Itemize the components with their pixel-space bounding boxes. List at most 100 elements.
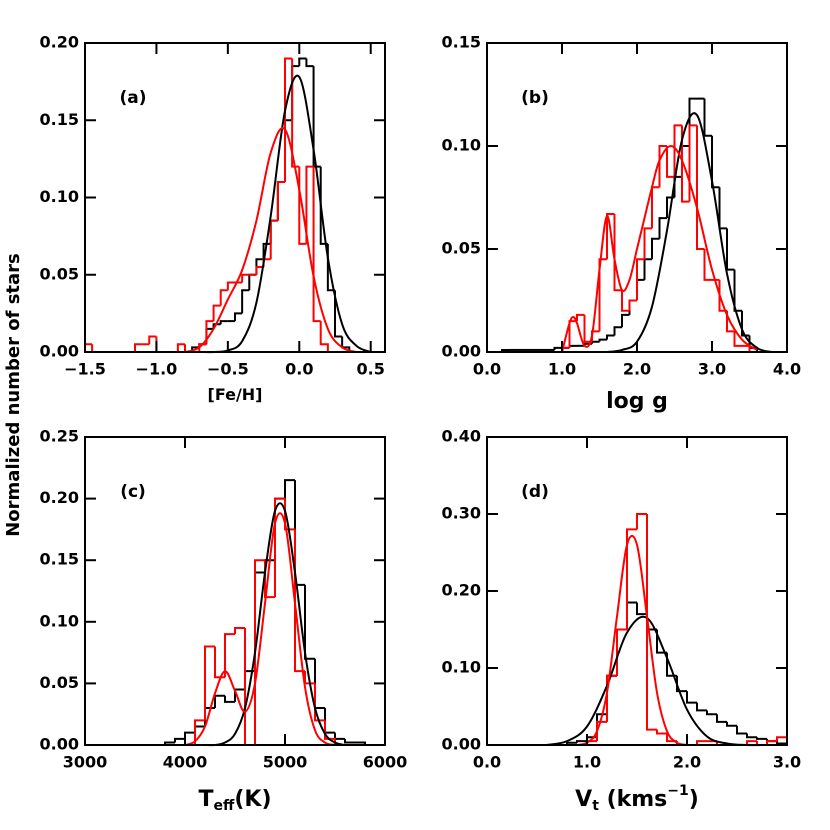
x-axis-label-part: t: [592, 798, 599, 814]
histogram-bin: [204, 645, 215, 721]
histogram-bin: [134, 343, 143, 352]
histogram-bin: [636, 513, 647, 530]
histogram-bin: [606, 212, 615, 260]
fit-curve: [184, 127, 357, 353]
histogram-bin: [224, 633, 235, 678]
plot-frame: [84, 436, 386, 746]
y-tick-label: 0.10: [442, 136, 481, 155]
histogram-bin: [628, 299, 637, 311]
y-tick-label: 0.10: [40, 611, 79, 630]
histogram-bin: [224, 695, 235, 703]
panel-label: (b): [521, 88, 549, 108]
y-tick-label: 0.15: [40, 550, 79, 569]
x-tick-label: −1.5: [64, 360, 106, 379]
x-tick-label: 4.0: [773, 360, 801, 379]
fit-curve: [204, 502, 346, 747]
histogram-bin: [241, 289, 250, 314]
fit-curve: [546, 615, 768, 747]
x-tick-label: 5000: [263, 753, 308, 772]
panel-label: (c): [120, 482, 146, 502]
histogram-bin: [766, 740, 777, 745]
histogram-bin: [681, 125, 690, 203]
histogram-bin: [212, 304, 221, 322]
histogram-bin: [703, 98, 712, 137]
histogram-bin: [666, 146, 675, 178]
histogram-bin: [148, 335, 157, 345]
x-tick-label: 3.0: [698, 360, 726, 379]
y-tick-label: 0.40: [442, 427, 481, 446]
x-tick-label: 1.0: [548, 360, 576, 379]
histogram-bin: [576, 313, 585, 322]
histogram-bin: [284, 57, 293, 183]
histogram-bin: [696, 740, 707, 745]
histogram-bin: [344, 738, 355, 744]
x-tick-label: 6000: [363, 753, 408, 772]
histogram-bin: [658, 217, 667, 239]
histogram-bin: [276, 181, 285, 221]
histogram-bin: [736, 725, 747, 735]
x-tick-label: 1.0: [573, 753, 601, 772]
histogram-bin: [284, 479, 295, 499]
histogram-bin: [686, 691, 697, 704]
x-tick-label: 2.0: [673, 753, 701, 772]
histogram-bin: [716, 714, 727, 723]
x-axis-label-part: (K): [234, 787, 271, 812]
histogram-bin: [553, 346, 562, 350]
fit-curve: [184, 512, 336, 746]
y-tick-label: 0.00: [40, 342, 79, 361]
histogram-bin: [305, 165, 314, 244]
histogram-bin: [274, 497, 285, 598]
x-axis-label: log g: [606, 389, 668, 414]
x-axis-label-part: ): [689, 787, 699, 812]
histogram-bin: [676, 675, 687, 693]
histogram-bin: [726, 310, 735, 333]
histogram-bin: [606, 334, 615, 340]
fit-curve: [561, 144, 758, 353]
y-tick-label: 0.05: [40, 264, 79, 283]
histogram-bin: [234, 312, 243, 322]
x-tick-label: 0.0: [473, 753, 501, 772]
y-tick-label: 0.15: [40, 110, 79, 129]
fit-curve: [576, 534, 688, 746]
x-axis-label-part: (kms: [599, 787, 667, 812]
x-axis-label-part: log g: [606, 389, 668, 414]
x-axis-label-part: T: [198, 787, 213, 812]
histogram-bin: [291, 58, 300, 168]
histogram-bin: [646, 514, 657, 731]
histogram-bin: [613, 326, 622, 336]
x-axis-label-part: −1: [667, 783, 688, 799]
histogram-bin: [198, 343, 207, 352]
x-axis-label: Teff(K): [198, 787, 271, 814]
histogram-bin: [696, 125, 705, 250]
histogram-bin: [673, 124, 682, 177]
x-tick-label: 4000: [163, 753, 208, 772]
histogram-bin: [688, 124, 697, 202]
histogram-bin: [733, 331, 742, 347]
x-tick-label: 3000: [63, 753, 108, 772]
y-tick-label: 0.05: [40, 673, 79, 692]
histogram-bin: [726, 721, 737, 727]
panel-label: (d): [521, 482, 549, 502]
histogram-bin: [613, 213, 622, 292]
histogram-bin: [334, 290, 343, 338]
histogram-bin: [219, 289, 228, 306]
histogram-bin: [255, 266, 264, 275]
x-axis-label: Vt (kms−1): [575, 783, 699, 814]
histogram-bin: [194, 719, 205, 745]
x-tick-label: 3.0: [773, 753, 801, 772]
histogram-bin: [746, 733, 757, 739]
x-axis-label-part: eff: [214, 798, 235, 814]
x-tick-label: −0.5: [207, 360, 249, 379]
panel-label: (a): [119, 88, 146, 108]
histogram-bin: [606, 674, 617, 722]
histogram-bin: [733, 269, 742, 312]
histogram-bin: [621, 313, 630, 328]
histogram-bin: [756, 737, 767, 740]
histogram-bin: [174, 737, 185, 743]
y-tick-label: 0.00: [442, 342, 481, 361]
histogram-bin: [658, 145, 667, 188]
histogram-bin: [656, 729, 667, 735]
histogram-bin: [226, 281, 235, 291]
